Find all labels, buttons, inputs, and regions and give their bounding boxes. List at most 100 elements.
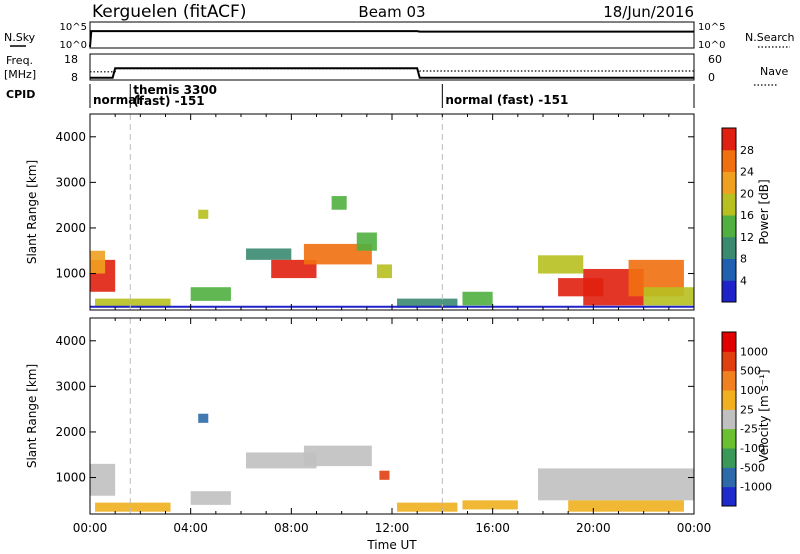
colorbar-swatch: [722, 390, 736, 410]
colorbar-swatch: [722, 370, 736, 391]
scatter-region: [462, 291, 493, 306]
freq-label-line1: Freq.: [6, 54, 33, 67]
power-y-ticks: 1000 2000 3000 4000: [55, 130, 694, 281]
y-tick-label: 4000: [55, 334, 86, 348]
colorbar-swatch: [722, 351, 736, 372]
scatter-region: [397, 502, 458, 512]
y-tick-label: 2000: [55, 221, 86, 235]
velocity-colorbar-label: Velocity [m s⁻¹]: [757, 369, 771, 462]
x-tick-label: 00:00: [73, 521, 108, 535]
scatter-region: [246, 248, 292, 260]
nsky-tick-bottom: 10^0: [60, 40, 87, 51]
y-tick-label: 2000: [55, 425, 86, 439]
scatter-region: [198, 413, 209, 423]
nsky-panel: [89, 21, 695, 49]
scatter-region: [537, 468, 694, 501]
colorbar-swatch: [722, 171, 736, 194]
scatter-region: [537, 255, 584, 274]
cpid-segment-label: normal: [93, 93, 140, 107]
y-tick-label: 3000: [55, 379, 86, 393]
colorbar-swatch: [722, 486, 736, 507]
colorbar-tick-label: 12: [740, 231, 754, 244]
scatter-region: [90, 463, 116, 496]
y-tick-label: 1000: [55, 471, 86, 485]
x-tick-label: 20:00: [576, 521, 611, 535]
colorbar-tick-label: 16: [740, 209, 754, 222]
colorbar-tick-label: -500: [740, 461, 765, 474]
colorbar-tick-label: -100: [740, 442, 765, 455]
scatter-region: [397, 298, 458, 308]
scatter-region: [190, 491, 231, 505]
scatter-region: [95, 502, 171, 512]
colorbar-swatch: [722, 428, 736, 449]
colorbar-frame: [721, 331, 737, 507]
colorbar-tick-label: 8: [740, 253, 747, 266]
colorbar-frame: [721, 127, 737, 303]
scatter-region: [331, 196, 347, 210]
colorbar-tick-label: 24: [740, 166, 754, 179]
freq-panel: [89, 53, 695, 81]
colorbar-swatch: [722, 332, 736, 352]
velocity-heatmap: [90, 318, 694, 514]
nave-tick-bottom: 0: [708, 71, 715, 84]
cpid-segment-label: themis 3300: [133, 83, 217, 97]
scatter-region: [95, 298, 171, 308]
colorbar-swatch: [722, 258, 736, 281]
power-colorbar: 4 8 12 16 20 24 28: [721, 127, 754, 303]
scatter-region: [568, 500, 684, 512]
nave-label: Nave: [760, 65, 788, 78]
nave-tick-top: 60: [708, 53, 722, 66]
velocity-y-ticks: 1000 2000 3000 4000: [55, 334, 694, 485]
beam-title: Beam 03: [358, 3, 425, 21]
colorbar-tick-label: 100: [740, 384, 761, 397]
scatter-region: [376, 264, 392, 279]
freq-tick-bottom: 8: [71, 71, 78, 84]
scatter-region: [379, 470, 390, 480]
velocity-x-ticks: 00:00 04:00 08:00 12:00 16:00 20:00 00:00: [73, 318, 712, 535]
nsky-label: N.Sky: [4, 31, 36, 44]
scatter-region: [190, 287, 231, 301]
nave-series-line: [90, 67, 694, 73]
x-tick-label: 16:00: [475, 521, 510, 535]
colorbar-tick-label: 25: [740, 403, 754, 416]
nsky-tick-top: 10^5: [60, 22, 87, 33]
scatter-region: [90, 250, 106, 274]
scatter-region: [198, 209, 209, 219]
colorbar-swatch: [722, 467, 736, 488]
scatter-region: [303, 243, 372, 265]
colorbar-swatch: [722, 236, 736, 259]
nsearch-tick-top: 10^5: [698, 22, 725, 33]
nsearch-label: N.Search: [745, 31, 795, 44]
colorbar-tick-label: 28: [740, 144, 754, 157]
nsky-series-line: [89, 30, 694, 48]
power-ylabel: Slant Range [km]: [25, 160, 39, 264]
cpid-segment-label: normal (fast) -151: [445, 93, 568, 107]
colorbar-tick-label: 500: [740, 365, 761, 378]
x-tick-label: 04:00: [173, 521, 208, 535]
nsearch-tick-bottom: 10^0: [698, 40, 725, 51]
time-axis-label: Time UT: [366, 538, 417, 552]
scatter-region: [246, 452, 317, 469]
freq-series-line: [90, 67, 694, 79]
cpid-label: CPID: [6, 88, 35, 101]
y-tick-label: 3000: [55, 175, 86, 189]
x-tick-label: 08:00: [274, 521, 309, 535]
colorbar-tick-label: -1000: [740, 481, 772, 494]
colorbar-tick-label: 4: [740, 274, 747, 287]
scatter-region: [356, 232, 377, 251]
colorbar-swatch: [722, 193, 736, 216]
colorbar-swatch: [722, 409, 736, 430]
scatter-region: [462, 500, 518, 510]
colorbar-swatch: [722, 280, 736, 303]
scatter-region: [643, 287, 694, 306]
colorbar-tick-label: -25: [740, 423, 758, 436]
colorbar-swatch: [722, 128, 736, 151]
power-heatmap: [90, 114, 694, 310]
velocity-ylabel: Slant Range [km]: [25, 364, 39, 468]
power-colorbar-label: Power [dB]: [757, 179, 771, 244]
x-tick-label: 00:00: [677, 521, 712, 535]
date-title: 18/Jun/2016: [603, 3, 694, 21]
station-title: Kerguelen (fitACF): [92, 2, 246, 22]
